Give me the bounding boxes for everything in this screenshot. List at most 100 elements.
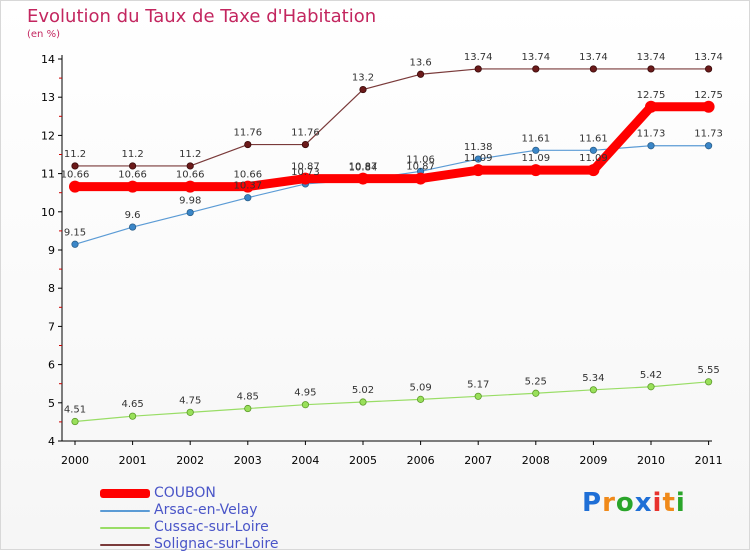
data-point: [416, 70, 425, 78]
logo-letter: P: [582, 488, 603, 518]
data-label: 10.66: [61, 170, 90, 181]
x-tick-label: 2011: [695, 454, 723, 467]
data-label: 11.76: [233, 128, 262, 139]
chart-subtitle: (en %): [27, 29, 60, 40]
data-label: 4.85: [237, 392, 259, 403]
data-label: 5.09: [409, 382, 431, 393]
data-point: [589, 146, 598, 154]
data-label: 11.73: [694, 129, 723, 140]
data-point: [186, 162, 194, 170]
data-label: 11.2: [64, 149, 86, 160]
data-point: [301, 140, 309, 149]
chart-title: Evolution du Taux de Taxe d'Habitation: [27, 6, 377, 27]
data-point: [299, 172, 312, 185]
data-point: [359, 398, 367, 406]
x-tick-label: 2008: [522, 454, 550, 467]
data-label: 12.75: [694, 90, 723, 101]
legend-label: Cussac-sur-Loire: [154, 519, 269, 535]
data-label: 13.74: [637, 52, 666, 63]
data-label: 12.75: [637, 90, 666, 101]
y-tick-label: 13: [41, 91, 55, 104]
data-label: 10.87: [406, 162, 435, 173]
x-tick-label: 2010: [637, 454, 665, 467]
data-point: [704, 142, 713, 150]
data-label: 11.38: [464, 142, 493, 153]
data-label: 5.25: [525, 376, 547, 387]
data-label: 4.51: [64, 405, 86, 416]
data-label: 13.74: [521, 52, 550, 63]
x-tick-label: 2002: [176, 454, 204, 467]
series-line: [74, 68, 710, 167]
x-tick-label: 2000: [61, 454, 89, 467]
data-point: [529, 164, 542, 177]
y-tick-label: 7: [48, 320, 55, 333]
data-point: [359, 85, 367, 94]
data-label: 11.09: [579, 153, 608, 164]
data-label: 10.87: [291, 162, 320, 173]
series-solignac-sur-loire: [71, 65, 713, 170]
data-label: 10.73: [291, 167, 320, 178]
legend-label: Solignac-sur-Loire: [154, 536, 279, 552]
data-point: [126, 180, 139, 193]
data-labels: 11.2 11.2 11.2 11.76 11.76 13.2 13.6 13.74 13.74…: [61, 52, 723, 416]
data-label: 11.09: [464, 153, 493, 164]
data-point: [244, 140, 252, 149]
legend-item: Arsac-en-Velay: [100, 502, 278, 519]
data-label: 10.37: [233, 181, 262, 192]
data-label: 4.65: [121, 399, 143, 410]
legend-item: Solignac-sur-Loire: [100, 536, 278, 553]
data-label: 11.2: [121, 149, 143, 160]
data-label: 11.2: [179, 149, 201, 160]
data-label: 13.6: [409, 57, 431, 68]
y-tick-label: 14: [41, 53, 55, 66]
data-label: 10.87: [349, 162, 378, 173]
data-point: [532, 65, 540, 73]
data-point: [702, 100, 715, 113]
series-line: [74, 381, 710, 423]
legend-swatch: [100, 509, 150, 512]
logo-letter: x: [634, 488, 653, 518]
data-label: 10.66: [233, 170, 262, 181]
data-point: [129, 223, 137, 231]
data-point: [241, 180, 254, 193]
logo-letter: i: [675, 488, 686, 518]
data-point: [414, 172, 427, 185]
x-tick-label: 2004: [291, 454, 319, 467]
data-label: 5.17: [467, 379, 489, 390]
data-point: [129, 412, 137, 420]
x-tick-label: 2001: [119, 454, 147, 467]
y-tick-label: 11: [41, 168, 55, 181]
y-tick-label: 9: [48, 244, 55, 257]
data-point: [647, 65, 655, 73]
series-layer: 11.2 11.2 11.2 11.76 11.76 13.2 13.6 13.74 13.74…: [61, 52, 723, 426]
x-tick-label: 2009: [579, 454, 607, 467]
data-point: [186, 408, 194, 416]
data-label: 5.55: [697, 365, 719, 376]
data-label: 11.09: [521, 153, 550, 164]
y-tick-label: 5: [48, 397, 55, 410]
legend-swatch: [100, 543, 150, 546]
data-point: [129, 162, 137, 170]
data-label: 5.34: [582, 373, 604, 384]
legend-swatch: [100, 489, 150, 498]
logo-letter: o: [615, 488, 635, 518]
data-label: 10.84: [349, 163, 378, 174]
data-label: 10.66: [118, 170, 147, 181]
logo-letter: i: [652, 488, 663, 518]
data-label: 13.2: [352, 73, 374, 84]
data-label: 11.61: [579, 133, 608, 144]
data-point: [474, 392, 482, 400]
y-tick-label: 12: [41, 129, 55, 142]
series-cussac-sur-loire: [71, 378, 713, 426]
data-point: [647, 383, 655, 391]
data-label: 13.74: [579, 52, 608, 63]
data-label: 10.66: [176, 170, 205, 181]
data-point: [587, 164, 600, 177]
data-point: [416, 395, 425, 403]
data-label: 13.74: [694, 52, 723, 63]
data-point: [244, 404, 252, 413]
data-label: 9.15: [64, 227, 86, 238]
axes: 4 5 6 7 8 9 10 11 12 13 14 2000 2001 2002 2003 2004 2005…: [41, 53, 723, 467]
data-point: [69, 180, 81, 193]
